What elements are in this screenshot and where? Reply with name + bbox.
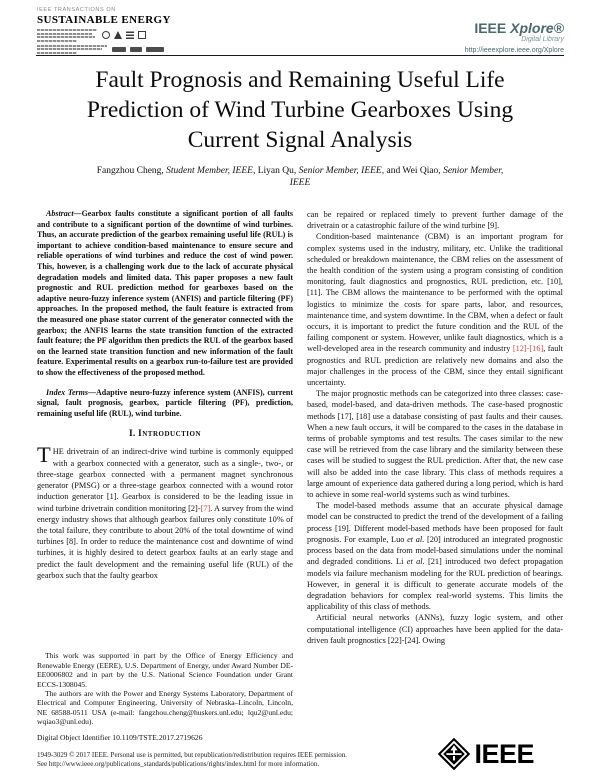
ieee-wordmark: IEEE: [474, 20, 507, 36]
microtext-line: [37, 48, 102, 50]
ieee-xplore-logo: IEEE Xplore® Digital Library http://ieee…: [465, 21, 564, 54]
body-paragraph: Condition-based maintenance (CBM) is an …: [307, 231, 563, 388]
text-segment: [21] introduced two defect propagation m…: [307, 557, 563, 612]
sponsor-logo: [130, 46, 142, 52]
wind-turbine-icon: [114, 31, 122, 40]
journal-title: SUSTAINABLE ENERGY: [37, 14, 171, 26]
ieee-logo-wordmark: IEEE: [474, 739, 534, 769]
masthead-microtext-1: [37, 29, 97, 42]
text-segment: HE drivetrain of an indirect-drive wind …: [37, 447, 293, 513]
author-byline-line-1: Fangzhou Cheng, Student Member, IEEE, Li…: [40, 165, 560, 177]
author-byline: Fangzhou Cheng, Student Member, IEEE, Li…: [40, 165, 560, 189]
microtext-line: [37, 36, 95, 38]
microtext-line: [37, 39, 77, 42]
ieee-xplore-wordmark: IEEE Xplore®: [465, 21, 564, 35]
body-paragraph: Artificial neural networks (ANNs), fuzzy…: [307, 612, 563, 646]
doi-line: Digital Object Identifier 10.1109/TSTE.2…: [37, 732, 203, 742]
paper-title-line-2: Prediction of Wind Turbine Gearboxes Usi…: [86, 97, 514, 123]
journal-series-label: IEEE TRANSACTIONS ON: [37, 7, 116, 13]
text-segment: Adaptive neuro-fuzzy inference system (A…: [37, 387, 294, 418]
abstract-paragraph: Abstract—Gearbox faults constitute a sig…: [37, 209, 293, 379]
text-segment: Senior Member,: [443, 166, 504, 176]
battery-icon: [138, 31, 146, 40]
xplore-wordmark: Xplore®: [510, 20, 564, 36]
ieee-logo: IEEE: [438, 738, 534, 770]
globe-icon: [102, 31, 110, 40]
index-terms-lead: Index Terms—: [46, 387, 97, 397]
introduction-paragraph: T HE drivetrain of an indirect-drive wind…: [37, 442, 293, 580]
paper-title-line-1: Fault Prognosis and Remaining Useful Lif…: [95, 67, 505, 93]
text-segment: . A survey from the wind energy industry…: [37, 503, 293, 580]
text-segment: Introduction: [138, 429, 202, 440]
funding-footnote: This work was supported in part by the O…: [37, 651, 293, 689]
text-segment: , fault prognostics and RUL prediction a…: [307, 344, 563, 388]
masthead-fineprint-row-1: [37, 29, 257, 42]
microtext-line: [37, 51, 77, 54]
text-segment: , Liyan Qu,: [252, 166, 299, 176]
body-paragraph: The model-based methods assume that an a…: [307, 500, 563, 612]
text-segment: Fangzhou Cheng,: [96, 166, 167, 176]
text-segment: The major prognostic methods can be cate…: [307, 389, 563, 500]
ieee-diamond-icon: [438, 738, 471, 770]
copyright-line-2: See http://www.ieee.org/publications_sta…: [37, 760, 320, 768]
text-segment: Condition-based maintenance (CBM) is an …: [307, 232, 563, 354]
right-column: can be repaired or replaced timely to pr…: [307, 209, 563, 742]
body-paragraph: The major prognostic methods can be cate…: [307, 388, 563, 500]
text-segment: Artificial neural networks (ANNs), fuzzy…: [307, 613, 563, 645]
sponsor-logos: [112, 46, 164, 52]
header-divider: [36, 55, 564, 56]
masthead-fineprint-row-2: [37, 44, 257, 54]
digital-library-label: Digital Library: [521, 36, 564, 43]
sponsor-logo: [146, 46, 164, 52]
text-segment: I.: [128, 429, 139, 440]
text-segment: The model-based methods assume that an a…: [307, 501, 563, 544]
first-page-footnotes: This work was supported in part by the O…: [37, 651, 293, 742]
xplore-url-link[interactable]: http://ieeexplore.ieee.org/Xplore: [464, 47, 564, 54]
index-terms-paragraph: Index Terms—Adaptive neuro-fuzzy inferen…: [37, 388, 293, 420]
microtext-line: [37, 32, 92, 35]
section-heading-introduction: I. Introduction: [37, 429, 293, 440]
citation-link[interactable]: [12]-[16]: [512, 344, 544, 354]
text-segment: can be repaired or replaced timely to pr…: [307, 210, 563, 231]
citation-link[interactable]: [7]: [200, 503, 211, 513]
microtext-line: [37, 44, 107, 47]
text-segment: et al.: [407, 534, 425, 544]
power-grid-icon: [126, 31, 134, 40]
affiliation-footnote: The authors are with the Power and Energ…: [37, 688, 293, 727]
text-segment: [20] introduced an integrated prognostic…: [307, 534, 563, 567]
sponsor-logo: [112, 46, 126, 52]
paper-title: Fault Prognosis and Remaining Useful Lif…: [30, 65, 570, 155]
text-segment: Student Member, IEEE: [166, 166, 253, 176]
abstract-lead: Abstract—: [46, 209, 82, 218]
text-segment: , and Wei Qiao,: [381, 166, 444, 176]
text-segment: Gearbox faults constitute a significant …: [37, 209, 293, 377]
drop-cap: T: [37, 442, 51, 468]
masthead-topic-icons: [102, 31, 146, 40]
two-column-body: Abstract—Gearbox faults constitute a sig…: [37, 209, 563, 742]
paper-title-line-3: Current Signal Analysis: [187, 127, 413, 153]
copyright-block: 1949-3029 © 2017 IEEE. Personal use is p…: [37, 751, 447, 769]
masthead-microtext-2: [37, 44, 107, 54]
author-byline-line-2: IEEE: [289, 178, 311, 188]
text-segment: et al.: [406, 557, 425, 567]
text-segment: Senior Member, IEEE: [298, 166, 382, 176]
microtext-line: [37, 29, 97, 31]
copyright-line-1: 1949-3029 © 2017 IEEE. Personal use is p…: [37, 751, 347, 759]
body-paragraph: can be repaired or replaced timely to pr…: [307, 209, 563, 231]
left-column: Abstract—Gearbox faults constitute a sig…: [37, 209, 293, 742]
journal-masthead: IEEE TRANSACTIONS ON SUSTAINABLE ENERGY: [37, 7, 257, 54]
